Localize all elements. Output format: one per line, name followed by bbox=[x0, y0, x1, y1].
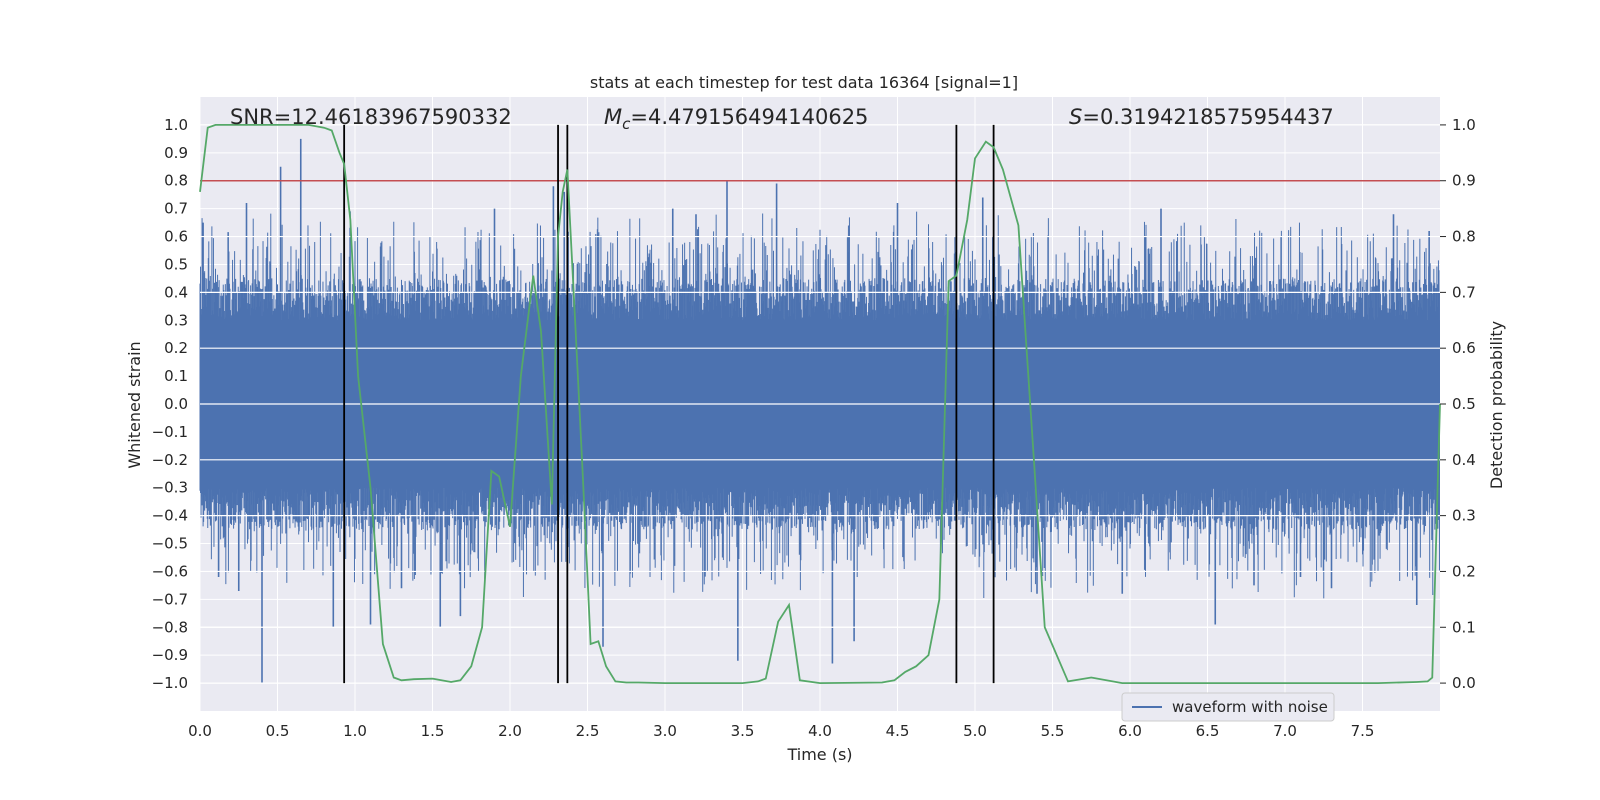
y2-tick-label: 0.0 bbox=[1452, 674, 1476, 692]
y-tick-label: 0.5 bbox=[164, 255, 188, 273]
snr-annotation: SNR=12.46183967590332 bbox=[230, 105, 512, 129]
y-tick-label: −0.2 bbox=[152, 451, 188, 469]
y-tick-label: 0.8 bbox=[164, 172, 188, 190]
y2-tick-label: 0.9 bbox=[1452, 172, 1476, 190]
y2-tick-label: 0.6 bbox=[1452, 339, 1476, 357]
y-tick-label: 0.9 bbox=[164, 144, 188, 162]
y-tick-label: −0.6 bbox=[152, 562, 188, 580]
y2-tick-label: 0.3 bbox=[1452, 507, 1476, 525]
x-tick-label: 7.5 bbox=[1351, 722, 1375, 740]
chart-title: stats at each timestep for test data 163… bbox=[590, 73, 1018, 92]
x-tick-label: 3.0 bbox=[653, 722, 677, 740]
y-tick-label: 0.6 bbox=[164, 228, 188, 246]
x-tick-label: 6.5 bbox=[1196, 722, 1220, 740]
x-tick-label: 1.0 bbox=[343, 722, 367, 740]
mc-value: =4.479156494140625 bbox=[630, 105, 868, 129]
x-tick-label: 3.5 bbox=[731, 722, 755, 740]
legend-label: waveform with noise bbox=[1172, 698, 1328, 716]
y2-tick-label: 0.5 bbox=[1452, 395, 1476, 413]
x-tick-label: 1.5 bbox=[421, 722, 445, 740]
y-tick-label: −0.8 bbox=[152, 618, 188, 636]
x-tick-label: 6.0 bbox=[1118, 722, 1142, 740]
y-tick-label: −1.0 bbox=[152, 674, 188, 692]
y-tick-label: 0.0 bbox=[164, 395, 188, 413]
probability-line bbox=[199, 124, 1441, 684]
y-tick-label: 1.0 bbox=[164, 116, 188, 134]
mc-subscript: c bbox=[622, 115, 631, 133]
y2-axis-label: Detection probability bbox=[1487, 321, 1506, 489]
y-tick-label: −0.9 bbox=[152, 646, 188, 664]
vertical-markers bbox=[343, 124, 995, 684]
y-tick-label: −0.3 bbox=[152, 479, 188, 497]
y-tick-label: −0.1 bbox=[152, 423, 188, 441]
x-tick-label: 0.0 bbox=[188, 722, 212, 740]
y2-tick-label: 1.0 bbox=[1452, 116, 1476, 134]
y-tick-label: −0.5 bbox=[152, 535, 188, 553]
legend: waveform with noise bbox=[1121, 692, 1335, 722]
x-tick-label: 0.5 bbox=[266, 722, 290, 740]
x-tick-label: 2.5 bbox=[576, 722, 600, 740]
x-tick-label: 4.0 bbox=[808, 722, 832, 740]
x-tick-label: 5.5 bbox=[1041, 722, 1065, 740]
y-tick-label: 0.1 bbox=[164, 367, 188, 385]
x-tick-label: 7.0 bbox=[1273, 722, 1297, 740]
y-tick-label: −0.7 bbox=[152, 590, 188, 608]
y-tick-label: 0.4 bbox=[164, 283, 188, 301]
s-value: =0.3194218575954437 bbox=[1082, 105, 1333, 129]
y-tick-labels: 1.0 0.9 0.8 0.7 0.6 0.5 0.4 0.3 0.2 0.1 0.0 −0.1 −0.… bbox=[152, 116, 188, 692]
x-tick-labels: 0.0 0.5 1.0 1.5 2.0 2.5 3.0 3.5 4.0 4.5 5.0 5.5 6.0 6… bbox=[188, 722, 1374, 740]
y2-tick-label: 0.7 bbox=[1452, 283, 1476, 301]
y-tick-label: 0.3 bbox=[164, 311, 188, 329]
mc-annotation: Mc=4.479156494140625 bbox=[604, 105, 868, 133]
y-tick-label: 0.2 bbox=[164, 339, 188, 357]
y-tick-label: −0.4 bbox=[152, 507, 188, 525]
x-tick-label: 5.0 bbox=[963, 722, 987, 740]
mc-symbol: M bbox=[604, 105, 622, 129]
x-axis-label: Time (s) bbox=[786, 745, 852, 764]
y2-tick-label: 0.8 bbox=[1452, 228, 1476, 246]
y2-tick-label: 0.4 bbox=[1452, 451, 1476, 469]
legend-box bbox=[1121, 692, 1335, 722]
waveform-noise bbox=[199, 211, 1440, 599]
probability-series bbox=[199, 124, 1441, 684]
x-tick-label: 4.5 bbox=[886, 722, 910, 740]
x-tick-label: 2.0 bbox=[498, 722, 522, 740]
y2-tick-label: 0.1 bbox=[1452, 618, 1476, 636]
y2-tick-labels: 1.0 0.9 0.8 0.7 0.6 0.5 0.4 0.3 0.2 0.1 0.0 bbox=[1440, 116, 1476, 692]
y-tick-label: 0.7 bbox=[164, 200, 188, 218]
s-symbol: S bbox=[1069, 105, 1082, 129]
y2-tick-label: 0.2 bbox=[1452, 562, 1476, 580]
y-axis-label: Whitened strain bbox=[125, 341, 144, 468]
s-annotation: S=0.3194218575954437 bbox=[1069, 105, 1334, 129]
